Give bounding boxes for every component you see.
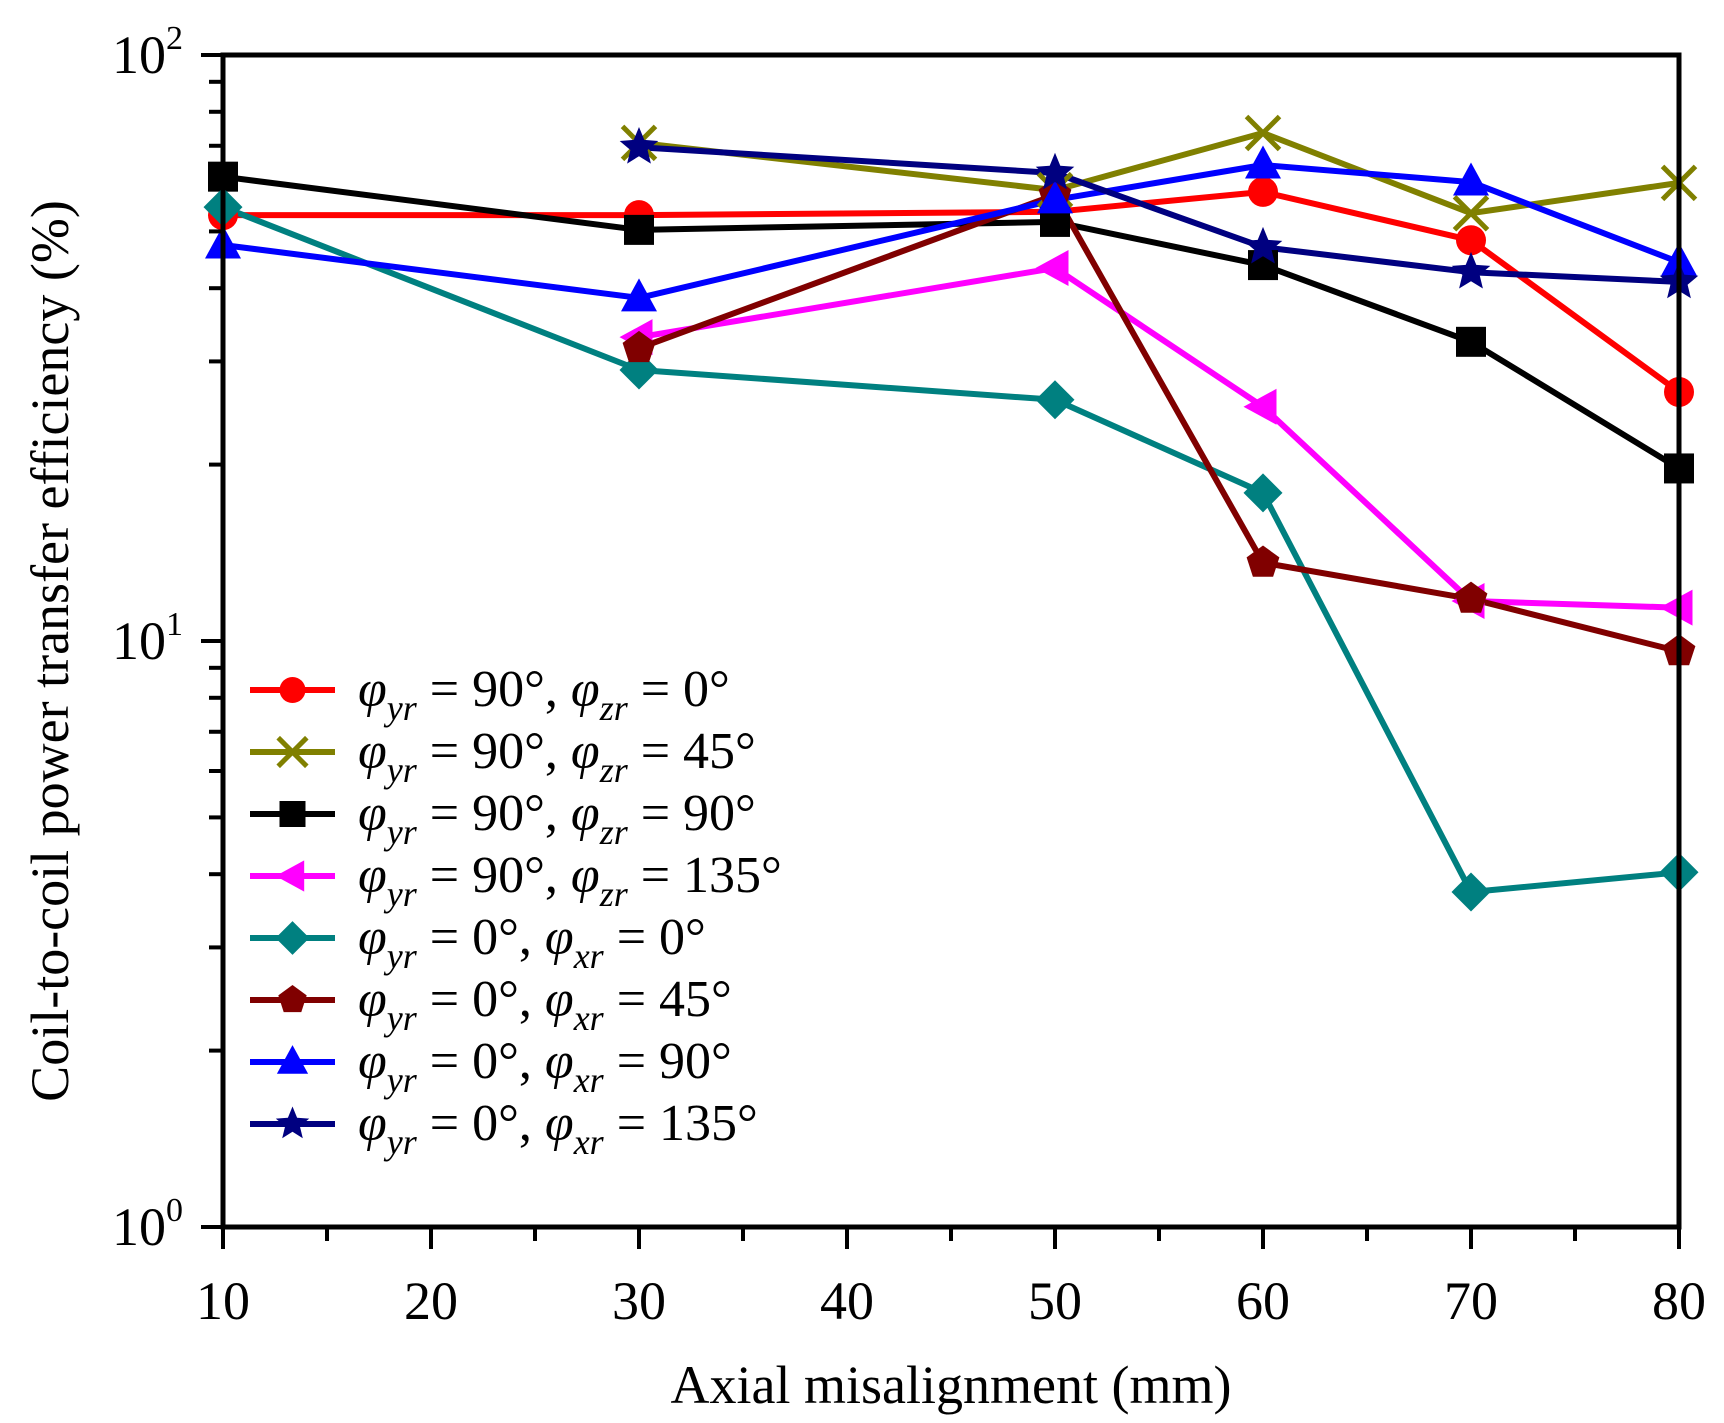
legend-label: φyr = 90°, φzr = 135° <box>358 847 782 914</box>
data-point-pentagon <box>1246 545 1280 577</box>
series-line-0 <box>223 188 1681 395</box>
legend-item: φyr = 90°, φzr = 135° <box>250 847 782 914</box>
legend-item: φyr = 0°, φxr = 0° <box>250 909 706 976</box>
y-axis-ticks: 100 101 102 <box>112 20 223 1257</box>
x-tick-label: 80 <box>1652 1271 1706 1331</box>
legend-marker-x <box>276 735 309 769</box>
data-point-triangle-left <box>1243 388 1277 425</box>
data-point-pentagon <box>1454 581 1488 613</box>
data-point-triangle-up <box>1037 180 1073 214</box>
y-axis-title: Coil-to-coil power transfer efficiency (… <box>20 200 80 1102</box>
legend-item: φyr = 90°, φzr = 0° <box>250 661 730 728</box>
legend-label: φyr = 0°, φxr = 90° <box>358 1033 732 1100</box>
legend-label: φyr = 0°, φxr = 0° <box>358 909 706 976</box>
data-point-diamond <box>1451 872 1491 912</box>
data-point-x <box>1244 114 1282 152</box>
data-point-diamond <box>1035 380 1075 420</box>
data-point-star <box>1451 251 1491 289</box>
data-point-triangle-left <box>1659 589 1693 626</box>
data-point-star <box>619 127 659 164</box>
legend-item: φyr = 0°, φxr = 135° <box>250 1095 758 1162</box>
series-line-3 <box>638 265 1680 611</box>
data-point-circle <box>1456 225 1486 256</box>
data-point-star <box>1243 226 1283 264</box>
x-tick-label: 70 <box>1444 1271 1498 1331</box>
legend-marker-circle <box>279 677 306 703</box>
legend-label: φyr = 90°, φzr = 45° <box>358 723 756 790</box>
series-line-4 <box>221 204 1680 895</box>
legend-item: φyr = 0°, φxr = 90° <box>250 1033 732 1100</box>
series-line-2 <box>222 173 1681 471</box>
x-axis-title: Axial misalignment (mm) <box>671 1355 1232 1415</box>
legend-label: φyr = 90°, φzr = 0° <box>358 661 730 728</box>
legend-label: φyr = 0°, φxr = 135° <box>358 1095 758 1162</box>
legend-marker-triangle-left <box>275 860 305 892</box>
legend-label: φyr = 0°, φxr = 45° <box>358 971 732 1038</box>
x-tick-label: 40 <box>820 1271 874 1331</box>
data-point-circle <box>1248 176 1278 207</box>
data-point-triangle-up <box>1245 145 1281 179</box>
legend-item: φyr = 0°, φxr = 45° <box>250 971 732 1038</box>
legend-marker-square <box>279 801 306 827</box>
x-tick-label: 20 <box>404 1271 458 1331</box>
x-tick-label: 30 <box>612 1271 666 1331</box>
data-point-square <box>1456 326 1486 357</box>
y-tick-label: 100 <box>112 1192 183 1257</box>
data-point-square <box>624 214 654 245</box>
data-point-pentagon <box>622 330 656 363</box>
x-axis-ticks: 10 20 30 40 50 60 70 80 <box>196 1227 1706 1331</box>
legend-item: φyr = 90°, φzr = 90° <box>250 785 756 852</box>
data-point-diamond <box>1243 473 1283 513</box>
data-point-triangle-up <box>621 278 657 312</box>
x-tick-label: 60 <box>1236 1271 1290 1331</box>
legend-marker-pentagon <box>278 985 307 1013</box>
legend-label: φyr = 90°, φzr = 90° <box>358 785 756 852</box>
x-tick-label: 50 <box>1028 1271 1082 1331</box>
legend-marker-diamond <box>275 921 310 955</box>
x-tick-label: 10 <box>196 1271 250 1331</box>
y-tick-label: 102 <box>112 20 183 85</box>
legend: φyr = 90°, φzr = 0°φyr = 90°, φzr = 45°φ… <box>250 661 782 1162</box>
series-line-6 <box>222 162 1681 301</box>
data-point-x <box>1452 194 1490 232</box>
legend-marker-triangle-up <box>276 1045 309 1074</box>
data-point-triangle-up <box>1453 162 1489 196</box>
data-point-star <box>1035 152 1075 190</box>
data-point-triangle-left <box>1035 250 1069 287</box>
legend-item: φyr = 90°, φzr = 45° <box>250 723 756 790</box>
legend-marker-star <box>275 1106 310 1139</box>
y-tick-label: 101 <box>112 606 183 671</box>
